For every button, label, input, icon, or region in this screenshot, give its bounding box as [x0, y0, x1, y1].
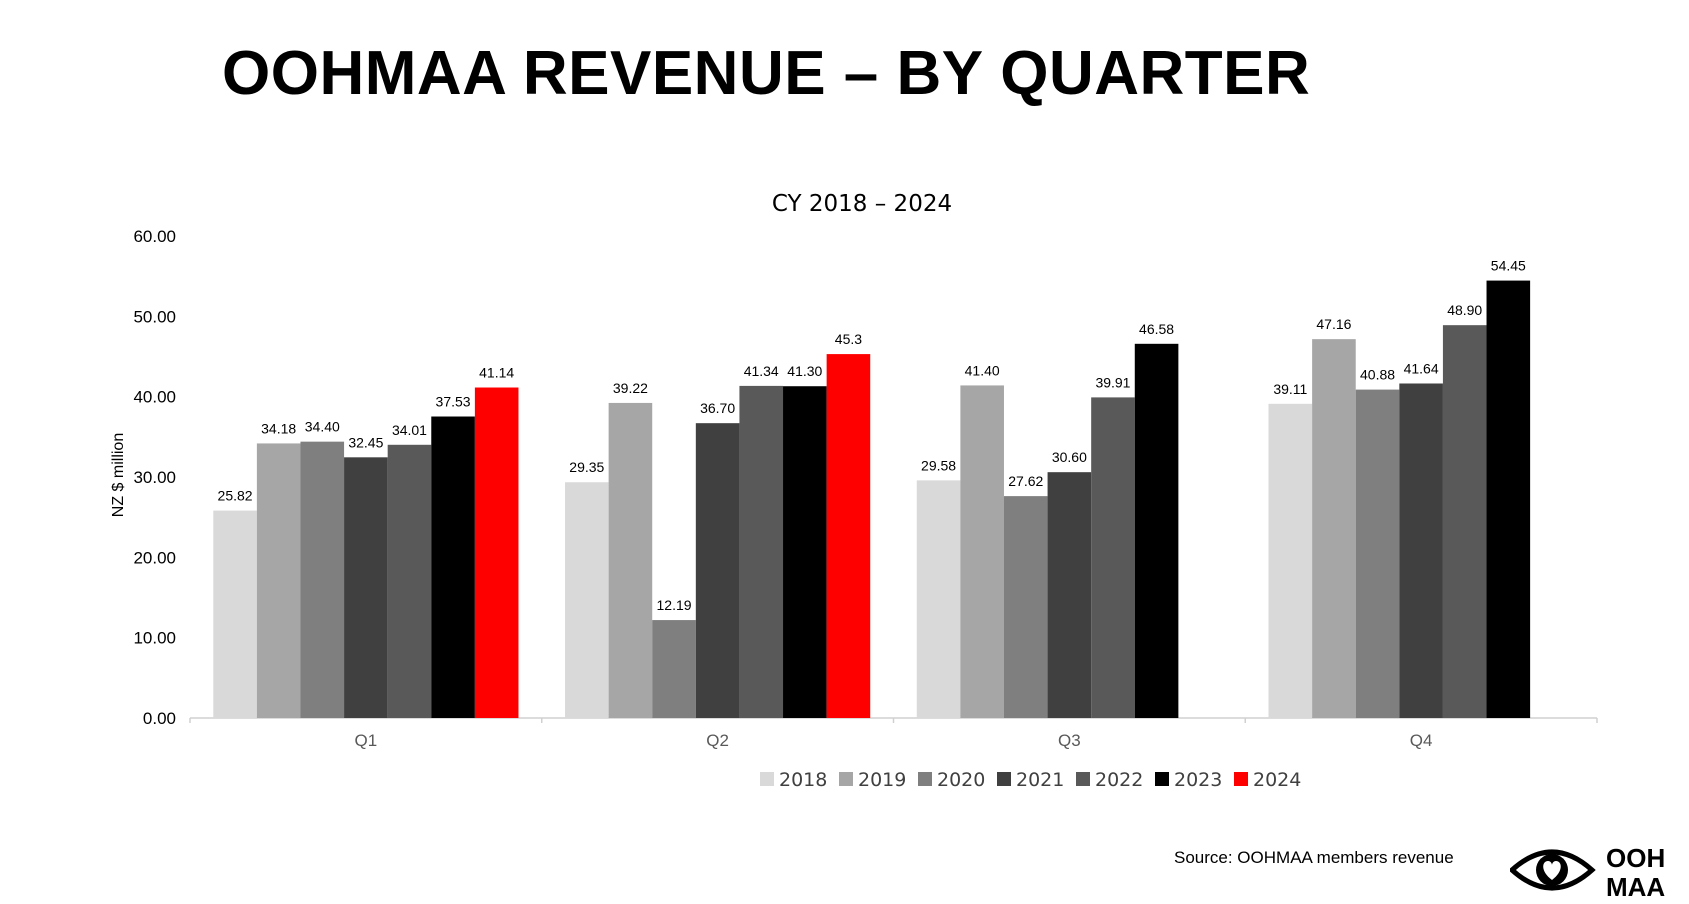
y-tick-label: 60.00 — [133, 227, 176, 246]
y-tick-label: 30.00 — [133, 468, 176, 487]
data-label: 34.40 — [305, 419, 340, 435]
legend: 2018 2019 2020 2021 2022 2023 2024 — [760, 769, 1301, 791]
legend-swatch — [918, 772, 932, 786]
data-label: 39.22 — [613, 380, 648, 396]
bar — [256, 443, 301, 718]
legend-label: 2020 — [937, 769, 985, 791]
bar — [1399, 383, 1443, 718]
y-tick-label: 50.00 — [133, 307, 176, 326]
bar — [1355, 389, 1400, 718]
legend-swatch — [1076, 772, 1090, 786]
data-label: 36.70 — [700, 400, 735, 416]
x-tick-label: Q2 — [706, 731, 729, 750]
bar — [1268, 403, 1313, 718]
bar — [960, 385, 1004, 718]
data-label: 12.19 — [657, 597, 692, 613]
bar — [1442, 325, 1487, 718]
x-tick-label: Q3 — [1058, 731, 1081, 750]
bar — [431, 416, 475, 718]
data-label: 46.58 — [1139, 321, 1174, 337]
x-axis: Q1 Q2 Q3 Q4 — [189, 717, 1598, 750]
logo-text-top: OOH — [1606, 843, 1665, 873]
bar — [1486, 280, 1531, 718]
legend-swatch — [997, 772, 1011, 786]
data-label: 40.88 — [1360, 367, 1395, 383]
legend-swatch — [1155, 772, 1169, 786]
bar — [1003, 496, 1048, 718]
data-label: 29.58 — [921, 457, 956, 473]
data-label: 25.82 — [218, 488, 253, 504]
legend-label: 2019 — [858, 769, 906, 791]
bar — [1091, 397, 1135, 718]
legend-label: 2022 — [1095, 769, 1143, 791]
bar — [652, 620, 696, 718]
data-label: 37.53 — [436, 394, 471, 410]
bar — [387, 444, 432, 718]
source-note: Source: OOHMAA members revenue — [1174, 848, 1454, 867]
data-label: 30.60 — [1052, 449, 1087, 465]
legend-label: 2018 — [779, 769, 827, 791]
data-label: 54.45 — [1491, 258, 1526, 274]
y-tick-label: 0.00 — [143, 709, 176, 728]
bar — [608, 402, 653, 718]
data-label: 47.16 — [1316, 316, 1351, 332]
data-label: 34.18 — [261, 420, 296, 436]
y-axis-label: NZ $ million — [110, 433, 127, 517]
data-label: 41.40 — [965, 362, 1000, 378]
data-label: 41.64 — [1404, 360, 1439, 376]
bar — [1312, 339, 1356, 718]
data-label: 45.3 — [835, 331, 862, 347]
y-tick-label: 20.00 — [133, 548, 176, 567]
y-tick-label: 10.00 — [133, 629, 176, 648]
data-label: 39.11 — [1273, 381, 1307, 397]
bar — [300, 441, 345, 718]
bar — [783, 386, 827, 718]
x-tick-label: Q4 — [1410, 731, 1433, 750]
bar — [474, 387, 519, 718]
x-tick-label: Q1 — [355, 731, 378, 750]
bar — [1134, 343, 1179, 718]
data-label: 29.35 — [569, 459, 604, 475]
bar — [916, 480, 961, 718]
data-label: 27.62 — [1008, 473, 1043, 489]
legend-label: 2024 — [1253, 769, 1301, 791]
logo-text-bottom: MAA — [1606, 872, 1665, 900]
legend-swatch — [839, 772, 853, 786]
bars — [213, 280, 1531, 718]
y-tick-label: 40.00 — [133, 388, 176, 407]
y-axis-ticks: 0.00 10.00 20.00 30.00 40.00 50.00 60.00 — [133, 227, 176, 728]
legend-swatch — [1234, 772, 1248, 786]
revenue-bar-chart: CY 2018 – 2024 NZ $ million 0.00 10.00 20.… — [110, 191, 1598, 791]
legend-label: 2023 — [1174, 769, 1222, 791]
data-label: 39.91 — [1095, 374, 1130, 390]
page-title: OOHMAA REVENUE – BY QUARTER — [222, 39, 1311, 108]
data-label: 41.30 — [787, 363, 822, 379]
bar-data-labels: 25.82 34.18 34.40 32.45 34.01 37.53 41.14 29.35… — [218, 258, 1526, 613]
bar — [739, 385, 784, 718]
data-label: 41.14 — [479, 365, 514, 381]
eye-heart-icon — [1510, 849, 1596, 891]
bar — [695, 423, 740, 718]
data-label: 48.90 — [1447, 302, 1482, 318]
chart-title: CY 2018 – 2024 — [772, 191, 952, 217]
bar — [565, 482, 609, 718]
legend-label: 2021 — [1016, 769, 1064, 791]
bar — [213, 510, 257, 718]
data-label: 32.45 — [348, 434, 383, 450]
bar — [344, 457, 388, 718]
bar — [826, 354, 871, 718]
legend-swatch — [760, 772, 774, 786]
data-label: 41.34 — [744, 363, 779, 379]
oohmaa-logo: OOH MAA — [1510, 843, 1665, 900]
data-label: 34.01 — [392, 422, 427, 438]
bar — [1047, 472, 1092, 718]
